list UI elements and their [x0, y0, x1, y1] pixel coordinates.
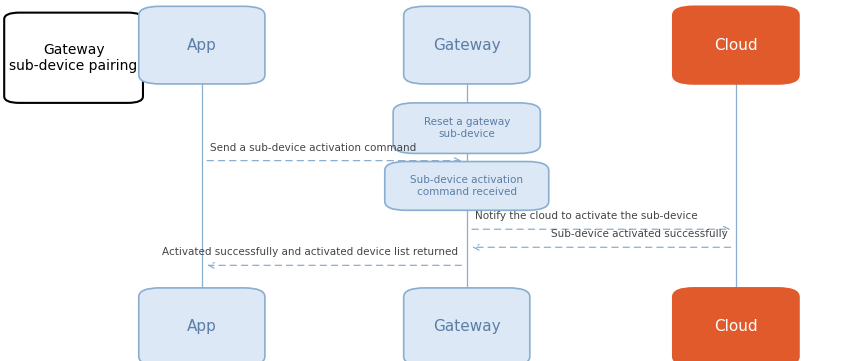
- FancyBboxPatch shape: [673, 288, 799, 361]
- FancyBboxPatch shape: [393, 103, 541, 153]
- FancyBboxPatch shape: [404, 6, 530, 84]
- Text: Activated successfully and activated device list returned: Activated successfully and activated dev…: [162, 247, 458, 257]
- Text: Sub-device activated successfully: Sub-device activated successfully: [551, 229, 727, 239]
- Text: Notify the cloud to activate the sub-device: Notify the cloud to activate the sub-dev…: [475, 211, 698, 221]
- FancyBboxPatch shape: [139, 288, 265, 361]
- Text: Sub-device activation
command received: Sub-device activation command received: [410, 175, 523, 197]
- Text: Gateway: Gateway: [433, 319, 500, 334]
- FancyBboxPatch shape: [384, 162, 548, 210]
- FancyBboxPatch shape: [673, 6, 799, 84]
- FancyBboxPatch shape: [4, 13, 143, 103]
- Text: Gateway: Gateway: [433, 38, 500, 53]
- Text: Gateway
sub-device pairing: Gateway sub-device pairing: [9, 43, 138, 73]
- Text: Send a sub-device activation command: Send a sub-device activation command: [210, 143, 416, 153]
- FancyBboxPatch shape: [404, 288, 530, 361]
- Text: App: App: [187, 319, 217, 334]
- Text: Cloud: Cloud: [714, 38, 758, 53]
- Text: App: App: [187, 38, 217, 53]
- Text: Cloud: Cloud: [714, 319, 758, 334]
- FancyBboxPatch shape: [139, 6, 265, 84]
- Text: Reset a gateway
sub-device: Reset a gateway sub-device: [424, 117, 510, 139]
